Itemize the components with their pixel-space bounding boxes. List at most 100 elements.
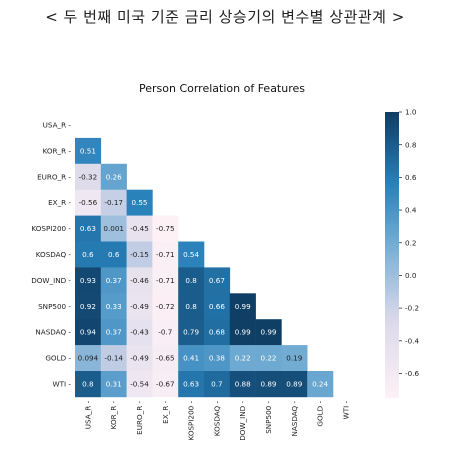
heatmap-cell — [152, 267, 179, 294]
cell-value-label: 0.63 — [183, 379, 199, 388]
cell-value-label: 0.37 — [106, 328, 122, 337]
heatmap-cell — [229, 345, 256, 372]
heatmap-cell — [281, 371, 308, 398]
colorbar-tick-label: -0.6 — [405, 369, 419, 378]
cell-value-label: 0.94 — [80, 328, 96, 337]
cell-value-label: -0.67 — [156, 379, 175, 388]
heatmap-cell — [204, 345, 231, 372]
colorbar-tick-label: -0.4 — [405, 336, 419, 345]
cell-value-label: 0.7 — [211, 379, 222, 388]
heatmap-cell — [204, 319, 231, 346]
cell-value-label: -0.15 — [130, 250, 149, 259]
heatmap-cell — [100, 293, 127, 320]
colorbar-tick-label: 1.0 — [405, 108, 417, 117]
heatmap-cell — [75, 267, 102, 294]
heatmap-cell — [100, 319, 127, 346]
heatmap-cell — [126, 319, 153, 346]
heatmap-cell — [75, 215, 102, 242]
colorbar-tick-label: 0.8 — [405, 140, 417, 149]
cell-value-label: -0.45 — [130, 224, 149, 233]
heatmap-cell — [255, 371, 282, 398]
cell-value-label: -0.71 — [156, 250, 175, 259]
heatmap-cell — [178, 371, 205, 398]
heatmap-cell — [229, 319, 256, 346]
cell-value-label: -0.65 — [156, 354, 175, 363]
colorbar-tick-label: 0.2 — [405, 238, 416, 247]
cell-value-label: 0.22 — [260, 354, 276, 363]
x-tick-label: EX_R - — [161, 400, 170, 423]
cell-value-label: 0.22 — [235, 354, 251, 363]
heatmap-cell — [229, 293, 256, 320]
heatmap-cell — [75, 293, 102, 320]
heatmap-cell — [229, 371, 256, 398]
x-tick-label: EURO_R - — [135, 400, 144, 434]
heatmap-cell — [152, 345, 179, 372]
page-title: < 두 번째 미국 기준 금리 상승기의 변수별 상관관계 > — [45, 8, 405, 26]
cell-value-label: 0.8 — [185, 302, 197, 311]
cell-value-label: 0.55 — [131, 198, 147, 207]
cell-value-label: 0.99 — [260, 328, 276, 337]
heatmap-cell — [75, 137, 102, 165]
heatmap-cell — [126, 241, 153, 268]
heatmap-cell — [152, 241, 179, 268]
cell-value-label: 0.6 — [108, 250, 120, 259]
colorbar — [385, 112, 399, 398]
x-tick-label: NASDAQ - — [290, 400, 299, 436]
x-tick-label: KOSPI200 - — [187, 400, 196, 440]
heatmap-cell — [75, 345, 102, 372]
heatmap-cell — [152, 319, 179, 346]
cell-value-label: -0.75 — [156, 224, 175, 233]
heatmap-cell — [255, 345, 282, 372]
colorbar-tick-label: -0.2 — [405, 304, 419, 313]
heatmap-cell — [307, 371, 334, 398]
x-tick-label: WTI - — [341, 400, 350, 419]
heatmap-cell — [100, 189, 127, 216]
cell-value-label: -0.43 — [130, 328, 149, 337]
cell-value-label: -0.49 — [130, 354, 149, 363]
cell-value-label: -0.14 — [104, 354, 123, 363]
x-tick-label: KOR_R - — [109, 400, 118, 429]
heatmap-cell — [255, 319, 282, 346]
heatmap-cell — [100, 371, 127, 398]
y-tick-label: KOR_R - — [43, 146, 72, 155]
y-tick-label: DOW_IND - — [31, 276, 71, 285]
heatmap-cell — [100, 267, 127, 294]
cell-value-label: -0.56 — [79, 198, 98, 207]
heatmap-cell — [126, 293, 153, 320]
cell-value-label: -0.7 — [158, 328, 172, 337]
cell-value-label: 0.38 — [209, 354, 225, 363]
cell-value-label: 0.26 — [106, 172, 122, 181]
heatmap-cell — [178, 319, 205, 346]
heatmap-cell — [204, 293, 231, 320]
heatmap-cell — [75, 241, 102, 268]
heatmap-cell — [126, 215, 153, 242]
cell-value-label: 0.41 — [183, 354, 199, 363]
heatmap-cell — [152, 371, 179, 398]
cell-value-label: -0.71 — [156, 276, 175, 285]
cell-value-label: 0.89 — [260, 379, 276, 388]
cell-value-label: 0.8 — [82, 379, 94, 388]
heatmap-cell — [204, 371, 231, 398]
x-tick-label: SNP500 - — [264, 400, 273, 433]
cell-value-label: 0.37 — [106, 276, 122, 285]
colorbar-tick-label: 0.6 — [405, 173, 417, 182]
cell-value-label: 0.54 — [183, 250, 199, 259]
x-tick-label: KOSDAQ - — [212, 401, 221, 437]
heatmap-cell — [126, 371, 153, 398]
heatmap-cell — [126, 267, 153, 294]
heatmap-cell — [100, 163, 127, 190]
heatmap-cell — [178, 241, 205, 268]
heatmap-cell — [100, 345, 127, 372]
heatmap-cell — [204, 267, 231, 294]
x-tick-label: DOW_IND - — [238, 401, 247, 441]
cell-value-label: 0.67 — [209, 276, 225, 285]
y-tick-label: NASDAQ - — [35, 328, 71, 337]
heatmap-cell — [281, 345, 308, 372]
heatmap-cell — [126, 345, 153, 372]
heatmap-cell — [152, 215, 179, 242]
cell-value-label: -0.72 — [156, 302, 175, 311]
heatmap-cell — [75, 163, 102, 190]
heatmap-cell — [100, 241, 127, 268]
cell-value-label: 0.66 — [209, 302, 225, 311]
heatmap-cell — [152, 293, 179, 320]
